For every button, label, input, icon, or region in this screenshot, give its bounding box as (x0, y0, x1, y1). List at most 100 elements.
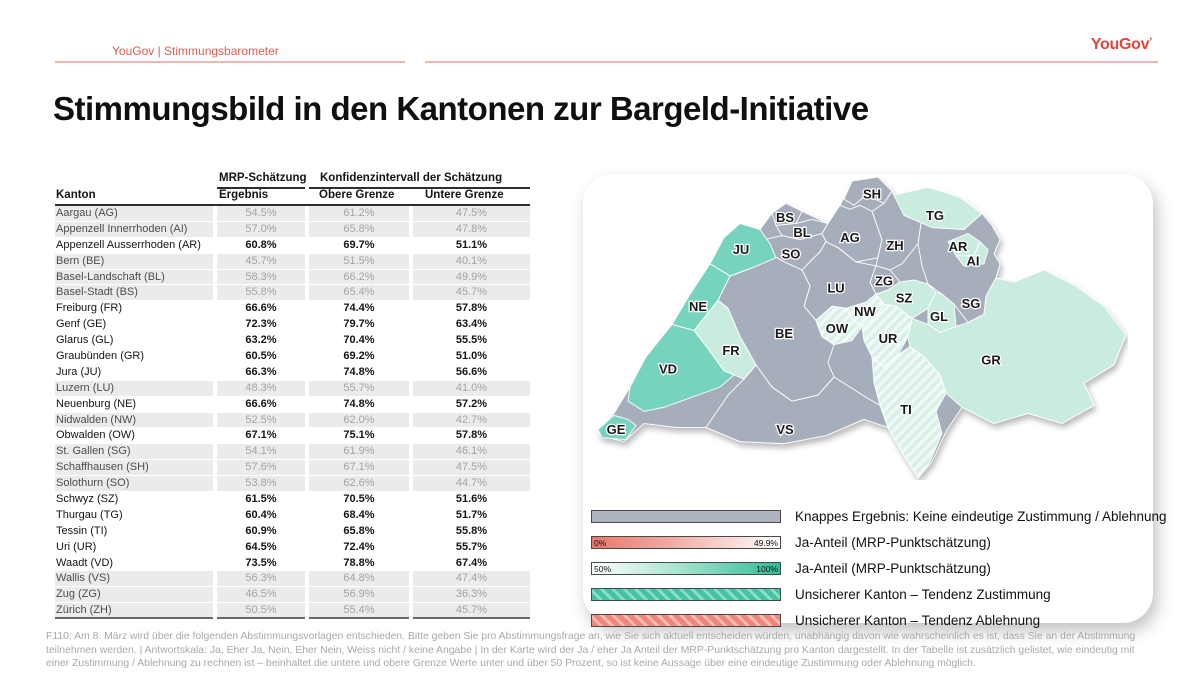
table-group-header-row: MRP-Schätzung Konfidenzintervall der Sch… (55, 172, 530, 189)
canton-label-ne: NE (689, 299, 707, 314)
legend-label: Knappes Ergebnis: Keine eindeutige Zusti… (795, 508, 1167, 524)
cell-value: 46.5% (217, 587, 305, 604)
cell-value: 67.1% (217, 428, 305, 445)
legend-scale-min: 0% (594, 537, 607, 548)
legend-item: Unsicherer Kanton – Tendenz Ablehnung (591, 607, 1145, 633)
canton-label-ai: AI (967, 253, 980, 268)
cell-value: 45.7% (413, 285, 530, 302)
canton-label-ju: JU (733, 242, 750, 257)
legend-item: Knappes Ergebnis: Keine eindeutige Zusti… (591, 503, 1167, 529)
canton-label-ar: AR (949, 239, 968, 254)
canton-label-so: SO (782, 246, 801, 261)
table-row: Uri (UR) 64.5% 72.4% 55.7% (55, 539, 530, 556)
cell-value: 55.5% (413, 333, 530, 350)
table-body: Aargau (AG) 54.5% 61.2% 47.5% Appenzell Inne… (55, 206, 530, 620)
cell-kanton: Genf (GE) (55, 317, 213, 334)
cell-kanton: Thurgau (TG) (55, 507, 213, 524)
column-header-kanton: Kanton (56, 189, 96, 201)
cell-value: 49.9% (413, 269, 530, 286)
cell-kanton: Waadt (VD) (55, 555, 213, 572)
canton-region-vd (627, 323, 735, 412)
cell-value: 50.5% (217, 603, 305, 620)
cell-value: 55.7% (309, 380, 409, 397)
cell-value: 65.8% (309, 221, 409, 238)
cell-value: 60.4% (217, 507, 305, 524)
legend-scale-max: 49.9% (753, 537, 778, 548)
cell-kanton: Schaffhausen (SH) (55, 460, 213, 477)
cell-value: 57.8% (413, 428, 530, 445)
legend-item: 50% 100% Ja-Anteil (MRP-Punktschätzung) (591, 555, 1145, 581)
cell-value: 66.3% (217, 364, 305, 381)
legend-swatch-gradient_red: 0% 49.9% (591, 535, 781, 549)
cell-kanton: Basel-Landschaft (BL) (55, 269, 213, 286)
cell-kanton: Bern (BE) (55, 253, 213, 270)
group-header-spacer (55, 172, 213, 189)
yougov-logo: YouGov (1091, 36, 1152, 54)
table-row: Neuenburg (NE) 66.6% 74.8% 57.2% (55, 396, 530, 413)
cell-value: 61.9% (309, 444, 409, 461)
cell-value: 70.5% (309, 492, 409, 508)
cell-value: 57.2% (413, 396, 530, 413)
legend-swatch-solid_gray (591, 509, 781, 523)
canton-label-ag: AG (840, 230, 859, 245)
cell-kanton: Nidwalden (NW) (55, 412, 213, 429)
page-title: Stimmungsbild in den Kantonen zur Bargel… (53, 90, 869, 127)
cell-value: 55.8% (217, 285, 305, 302)
table-row: Schaffhausen (SH) 57.6% 67.1% 47.5% (55, 460, 530, 477)
table-row: Freiburg (FR) 66.6% 74.4% 57.8% (55, 301, 530, 318)
cell-value: 51.7% (413, 507, 530, 524)
cell-value: 75.1% (309, 428, 409, 445)
canton-table: MRP-Schätzung Konfidenzintervall der Sch… (55, 172, 530, 620)
cell-value: 47.5% (413, 206, 530, 222)
canton-label-ge: GE (607, 422, 626, 437)
legend-label: Unsicherer Kanton – Tendenz Ablehnung (795, 612, 1041, 628)
cell-value: 54.1% (217, 444, 305, 461)
cell-value: 55.7% (413, 539, 530, 556)
cell-value: 65.4% (309, 285, 409, 302)
canton-label-be: BE (775, 326, 793, 341)
cell-kanton: Tessin (TI) (55, 523, 213, 540)
cell-value: 62.0% (309, 412, 409, 429)
table-row: Thurgau (TG) 60.4% 68.4% 51.7% (55, 507, 530, 524)
switzerland-map: SH BS BL SO AG ZH SG ZG LU BE VS TG AR AI SZ GL GR FR JU NE… (588, 177, 1128, 480)
column-header-obere-grenze: Obere Grenze (319, 189, 395, 201)
cell-value: 53.8% (217, 476, 305, 493)
canton-label-ur: UR (879, 331, 898, 346)
cell-value: 57.0% (217, 221, 305, 238)
cell-value: 67.1% (309, 460, 409, 477)
table-row: Aargau (AG) 54.5% 61.2% 47.5% (55, 206, 530, 222)
cell-kanton: Obwalden (OW) (55, 428, 213, 445)
table-row: Basel-Landschaft (BL) 58.3% 66.2% 49.9% (55, 269, 530, 286)
cell-kanton: Solothurn (SO) (55, 476, 213, 493)
canton-label-sg: SG (962, 296, 981, 311)
cell-value: 79.7% (309, 317, 409, 334)
cell-value: 51.5% (309, 253, 409, 270)
table-row: Glarus (GL) 63.2% 70.4% 55.5% (55, 333, 530, 350)
cell-value: 62.6% (309, 476, 409, 493)
cell-value: 61.2% (309, 206, 409, 222)
table-row: Bern (BE) 45.7% 51.5% 40.1% (55, 253, 530, 270)
canton-label-tg: TG (926, 208, 944, 223)
canton-region-ge (597, 414, 637, 441)
table-row: Schwyz (SZ) 61.5% 70.5% 51.6% (55, 492, 530, 508)
cell-value: 46.1% (413, 444, 530, 461)
cell-value: 60.5% (217, 349, 305, 365)
cell-value: 69.2% (309, 349, 409, 365)
legend-swatch-hatch_red (591, 613, 781, 627)
table-row: Zürich (ZH) 50.5% 55.4% 45.7% (55, 603, 530, 620)
cell-value: 69.7% (309, 237, 409, 254)
table-row: St. Gallen (SG) 54.1% 61.9% 46.1% (55, 444, 530, 461)
cell-value: 70.4% (309, 333, 409, 350)
table-row: Appenzell Innerrhoden (AI) 57.0% 65.8% 47.8… (55, 221, 530, 238)
group-header-confidence: Konfidenzintervall der Schätzung (309, 172, 530, 189)
cell-value: 51.6% (413, 492, 530, 508)
cell-value: 64.8% (309, 571, 409, 588)
legend-label: Unsicherer Kanton – Tendenz Zustimmung (795, 586, 1051, 602)
group-header-mrp: MRP-Schätzung (217, 172, 307, 189)
cell-value: 63.4% (413, 317, 530, 334)
canton-label-lu: LU (827, 281, 844, 296)
cell-value: 56.6% (413, 364, 530, 381)
cell-value: 44.7% (413, 476, 530, 493)
cell-value: 57.6% (217, 460, 305, 477)
canton-label-vs: VS (776, 422, 794, 437)
